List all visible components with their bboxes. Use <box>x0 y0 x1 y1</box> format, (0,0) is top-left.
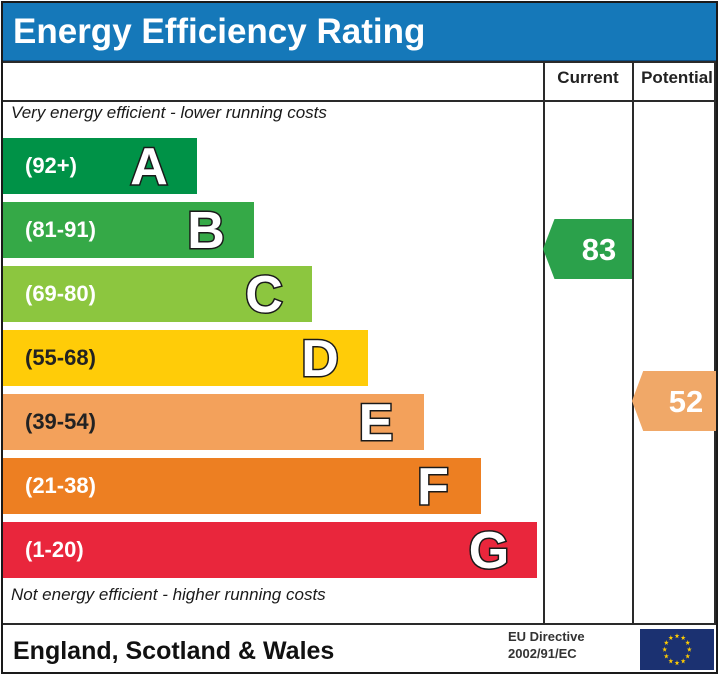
svg-text:G: G <box>469 522 509 580</box>
svg-text:A: A <box>130 138 168 196</box>
svg-text:52: 52 <box>669 384 703 419</box>
svg-text:D: D <box>301 330 339 388</box>
svg-text:E: E <box>359 394 394 452</box>
svg-text:83: 83 <box>582 232 616 267</box>
svg-text:C: C <box>245 266 283 324</box>
svg-text:F: F <box>417 458 449 516</box>
svg-text:B: B <box>187 202 225 260</box>
